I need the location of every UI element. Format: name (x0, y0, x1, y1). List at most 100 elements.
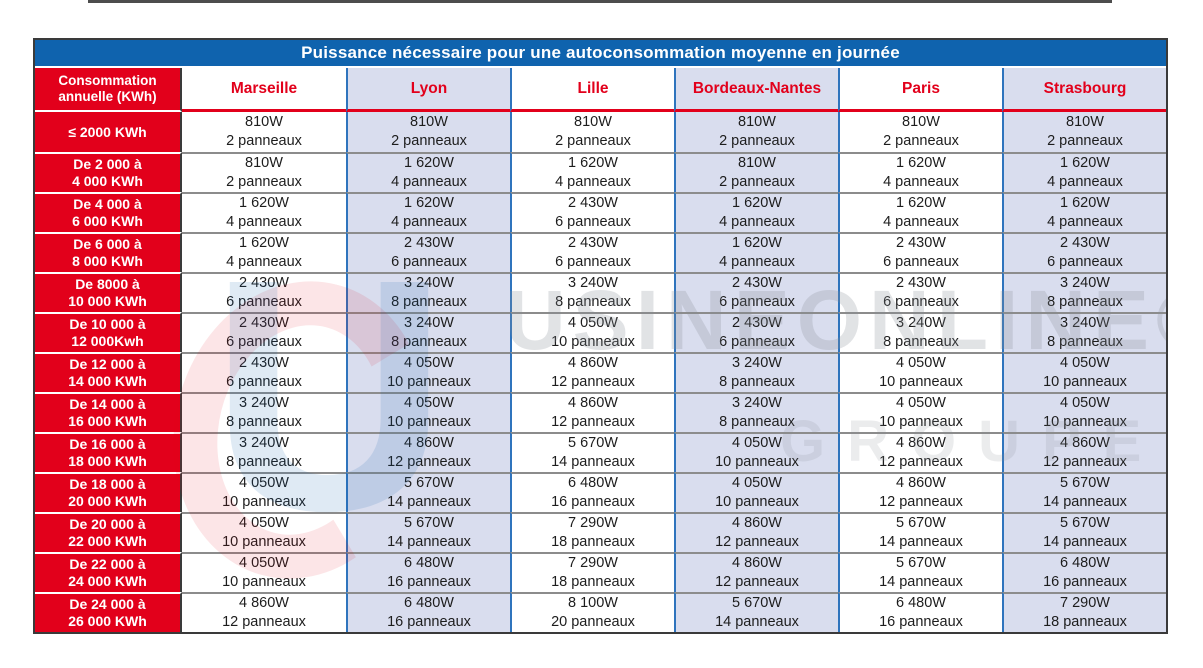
power-value: 4 050W (1060, 355, 1110, 371)
table-cell: 4 050W 10 panneaux (182, 472, 346, 512)
panels-count: 4 panneaux (226, 254, 302, 270)
panels-count: 14 panneaux (387, 494, 471, 510)
power-value: 810W (574, 114, 612, 130)
column-header-lyon: Lyon (346, 68, 510, 112)
consumption-range-label: ≤ 2000 KWh (35, 112, 182, 152)
table-cell: 2 430W 6 panneaux (1002, 232, 1166, 272)
panels-count: 14 panneaux (879, 534, 963, 550)
table-cell: 810W 2 panneaux (1002, 112, 1166, 152)
table-cell: 810W 2 panneaux (838, 112, 1002, 152)
panels-count: 2 panneaux (1047, 133, 1123, 149)
panels-count: 6 panneaux (555, 214, 631, 230)
panels-count: 2 panneaux (226, 133, 302, 149)
panels-count: 4 panneaux (391, 214, 467, 230)
panels-count: 6 panneaux (555, 254, 631, 270)
table-cell: 3 240W 8 panneaux (838, 312, 1002, 352)
power-value: 2 430W (732, 275, 782, 291)
power-value: 7 290W (568, 515, 618, 531)
panels-count: 10 panneaux (387, 414, 471, 430)
table-cell: 4 050W 10 panneaux (1002, 352, 1166, 392)
table-cell: 4 050W 10 panneaux (346, 392, 510, 432)
table-cell: 2 430W 6 panneaux (346, 232, 510, 272)
table-cell: 4 050W 10 panneaux (838, 352, 1002, 392)
table-cell: 5 670W 14 panneaux (346, 512, 510, 552)
column-header-strasbourg: Strasbourg (1002, 68, 1166, 112)
panels-count: 8 panneaux (719, 374, 795, 390)
power-value: 4 860W (896, 435, 946, 451)
power-value: 5 670W (1060, 475, 1110, 491)
panels-count: 10 panneaux (222, 494, 306, 510)
panels-count: 8 panneaux (1047, 334, 1123, 350)
power-value: 1 620W (896, 195, 946, 211)
power-value: 1 620W (732, 235, 782, 251)
power-value: 3 240W (1060, 315, 1110, 331)
power-value: 4 050W (568, 315, 618, 331)
panels-count: 12 panneaux (715, 534, 799, 550)
table-cell: 4 050W 10 panneaux (674, 472, 838, 512)
power-value: 4 050W (1060, 395, 1110, 411)
power-value: 1 620W (1060, 195, 1110, 211)
power-value: 810W (738, 155, 776, 171)
panels-count: 14 panneaux (715, 614, 799, 630)
panels-count: 8 panneaux (719, 414, 795, 430)
consumption-range-label: De 18 000 à 20 000 KWh (35, 472, 182, 512)
table-cell: 7 290W 18 panneaux (510, 552, 674, 592)
power-value: 2 430W (732, 315, 782, 331)
table-cell: 1 620W 4 panneaux (510, 152, 674, 192)
panels-count: 20 panneaux (551, 614, 635, 630)
power-value: 810W (245, 155, 283, 171)
consumption-range-label: De 12 000 à 14 000 KWh (35, 352, 182, 392)
power-value: 4 860W (1060, 435, 1110, 451)
table-cell: 2 430W 6 panneaux (182, 272, 346, 312)
table-cell: 2 430W 6 panneaux (838, 232, 1002, 272)
table-cell: 1 620W 4 panneaux (182, 192, 346, 232)
table-cell: 5 670W 14 panneaux (1002, 512, 1166, 552)
cropped-edge-artifact (88, 0, 1112, 3)
table-cell: 1 620W 4 panneaux (346, 152, 510, 192)
panels-count: 18 panneaux (1043, 614, 1127, 630)
power-value: 2 430W (896, 235, 946, 251)
panels-count: 4 panneaux (1047, 174, 1123, 190)
power-value: 4 050W (732, 435, 782, 451)
power-value: 2 430W (896, 275, 946, 291)
panels-count: 2 panneaux (391, 133, 467, 149)
power-value: 4 050W (896, 355, 946, 371)
power-value: 2 430W (239, 355, 289, 371)
power-value: 1 620W (732, 195, 782, 211)
table-cell: 4 050W 10 panneaux (182, 552, 346, 592)
consumption-range-label: De 22 000 à 24 000 KWh (35, 552, 182, 592)
power-value: 2 430W (239, 315, 289, 331)
power-value: 5 670W (896, 515, 946, 531)
power-value: 7 290W (1060, 595, 1110, 611)
panels-count: 18 panneaux (551, 574, 635, 590)
panels-count: 6 panneaux (719, 334, 795, 350)
table-cell: 3 240W 8 panneaux (510, 272, 674, 312)
power-value: 1 620W (1060, 155, 1110, 171)
panels-count: 14 panneaux (1043, 534, 1127, 550)
table-cell: 1 620W 4 panneaux (182, 232, 346, 272)
panels-count: 4 panneaux (1047, 214, 1123, 230)
power-value: 810W (1066, 114, 1104, 130)
panels-count: 10 panneaux (222, 574, 306, 590)
power-value: 2 430W (404, 235, 454, 251)
panels-count: 10 panneaux (1043, 374, 1127, 390)
power-value: 1 620W (404, 155, 454, 171)
panels-count: 2 panneaux (719, 133, 795, 149)
table-cell: 4 860W 12 panneaux (674, 552, 838, 592)
table-cell: 1 620W 4 panneaux (674, 192, 838, 232)
power-value: 6 480W (1060, 555, 1110, 571)
power-value: 7 290W (568, 555, 618, 571)
panels-count: 8 panneaux (226, 414, 302, 430)
panels-count: 8 panneaux (883, 334, 959, 350)
panels-count: 2 panneaux (226, 174, 302, 190)
table-cell: 4 050W 10 panneaux (838, 392, 1002, 432)
table-cell: 5 670W 14 panneaux (346, 472, 510, 512)
table-cell: 4 860W 12 panneaux (838, 432, 1002, 472)
consumption-range-label: De 8000 à 10 000 KWh (35, 272, 182, 312)
table-cell: 810W 2 panneaux (182, 152, 346, 192)
power-value: 2 430W (568, 235, 618, 251)
panels-count: 2 panneaux (883, 133, 959, 149)
power-value: 3 240W (239, 395, 289, 411)
panels-count: 16 panneaux (1043, 574, 1127, 590)
panels-count: 6 panneaux (226, 334, 302, 350)
